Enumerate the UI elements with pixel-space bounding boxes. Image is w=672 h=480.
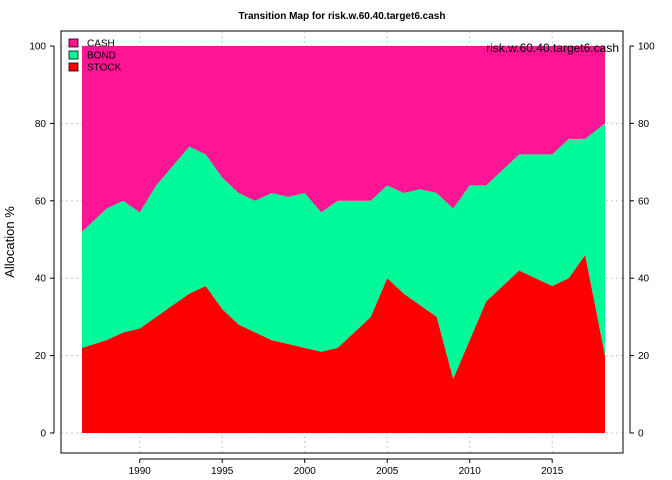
y-tick-label-left: 60 — [35, 196, 47, 207]
y-tick-label-left: 100 — [29, 42, 46, 53]
legend-label-stock: STOCK — [87, 63, 122, 74]
legend-label-cash: CASH — [87, 39, 115, 50]
y-tick-label-left: 40 — [35, 274, 47, 285]
y-axis-label: Allocation % — [2, 206, 17, 278]
legend-swatch-stock — [68, 62, 79, 72]
y-tick-label-right: 100 — [638, 42, 655, 53]
x-tick-label: 1990 — [129, 466, 152, 477]
x-tick-label: 2000 — [294, 466, 317, 477]
x-tick-label: 2015 — [541, 466, 564, 477]
x-axis: 1990 1995 2000 2005 2010 2015 — [129, 458, 564, 477]
plot-frame — [60, 30, 624, 454]
y-tick-label-right: 0 — [638, 429, 644, 440]
y-tick-label-left: 80 — [35, 119, 47, 130]
area-stock — [82, 254, 605, 433]
y-tick-label-left: 0 — [40, 429, 46, 440]
legend-label-bond: BOND — [87, 51, 116, 62]
stacked-areas — [82, 46, 605, 433]
legend-swatch-bond — [68, 50, 79, 60]
x-tick-label: 2005 — [376, 466, 399, 477]
legend-swatch-cash — [68, 38, 79, 48]
corner-label: risk.w.60.40.target6.cash — [486, 41, 619, 55]
y-axis-left: 0 20 40 60 80 100 — [29, 42, 55, 440]
y-tick-label-right: 60 — [638, 196, 650, 207]
x-tick-label: 1995 — [211, 466, 234, 477]
area-bond — [82, 123, 605, 379]
y-tick-label-right: 20 — [638, 351, 650, 362]
x-tick-label: 2010 — [459, 466, 482, 477]
chart-title: Transition Map for risk.w.60.40.target6.… — [239, 11, 446, 22]
y-tick-label-right: 40 — [638, 274, 650, 285]
y-axis-right: 0 20 40 60 80 100 — [629, 42, 655, 440]
y-tick-label-left: 20 — [35, 351, 47, 362]
y-tick-label-right: 80 — [638, 119, 650, 130]
area-cash — [82, 46, 605, 232]
